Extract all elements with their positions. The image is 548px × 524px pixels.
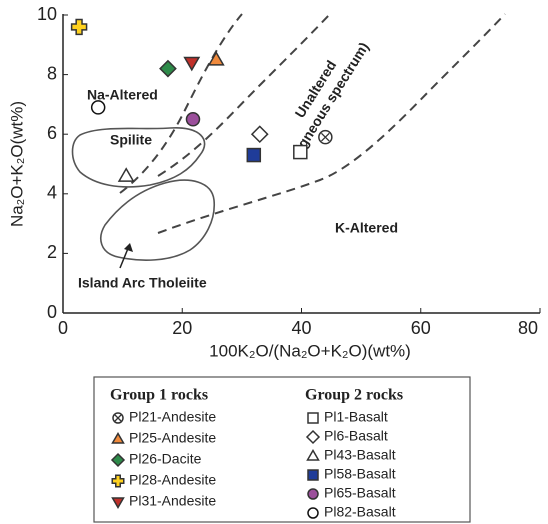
y-tick-label: 10 <box>37 4 57 24</box>
boundary-line <box>119 13 243 194</box>
marker <box>110 452 126 468</box>
legend-label: Pl6-Basalt <box>324 428 388 444</box>
annotation: Na-Altered <box>87 87 158 103</box>
annotation: Island Arc Tholeiite <box>78 275 207 291</box>
marker <box>293 144 308 160</box>
marker <box>185 112 201 127</box>
legend-label: Pl1-Basalt <box>324 409 388 425</box>
marker <box>70 18 88 36</box>
x-tick-label: 0 <box>58 318 68 338</box>
marker <box>117 167 135 182</box>
marker <box>307 412 319 424</box>
marker-cross <box>114 414 122 422</box>
legend-label: Pl43-Basalt <box>324 447 396 463</box>
y-tick-label: 6 <box>47 123 57 143</box>
legend-label: Pl25-Andesite <box>129 430 216 446</box>
y-tick-label: 4 <box>47 183 57 203</box>
marker <box>305 429 321 445</box>
legend-label: Pl58-Basalt <box>324 466 396 482</box>
marker <box>111 497 125 509</box>
legend-group-title: Group 1 rocks <box>110 387 208 404</box>
spilite-field <box>71 127 206 188</box>
arrow-head <box>124 243 133 252</box>
legend-label: Pl28-Andesite <box>129 472 216 488</box>
marker <box>307 469 319 481</box>
marker <box>111 474 125 488</box>
marker <box>246 147 262 163</box>
marker <box>111 432 125 444</box>
marker <box>183 56 201 72</box>
marker <box>207 51 225 66</box>
marker <box>307 488 319 500</box>
x-tick-label: 80 <box>518 318 538 338</box>
boundary-line <box>157 13 506 234</box>
annotation: Spilite <box>110 132 152 148</box>
legend-group-title: Group 2 rocks <box>305 387 403 404</box>
y-tick-label: 0 <box>47 302 57 322</box>
x-tick-label: 40 <box>291 318 311 338</box>
marker-cross <box>320 132 330 142</box>
marker <box>307 507 319 519</box>
annotation: K-Altered <box>335 220 398 236</box>
legend-label: Pl31-Andesite <box>129 493 216 509</box>
y-tick-label: 2 <box>47 242 57 262</box>
legend-label: Pl65-Basalt <box>324 485 396 501</box>
marker <box>250 125 269 144</box>
island-arc-field <box>100 179 215 261</box>
y-axis-label: Na₂O+K₂O(wt%) <box>7 101 26 227</box>
legend-label: Pl21-Andesite <box>129 409 216 425</box>
marker <box>159 59 177 78</box>
x-axis-label: 100K₂O/(Na₂O+K₂O)(wt%) <box>209 341 411 360</box>
marker <box>90 100 106 115</box>
x-tick-label: 60 <box>411 318 431 338</box>
marker <box>306 449 320 461</box>
y-tick-label: 8 <box>47 63 57 83</box>
legend-label: Pl82-Basalt <box>324 504 396 520</box>
legend-box <box>93 376 471 523</box>
x-tick-label: 20 <box>172 318 192 338</box>
boundary-line <box>157 13 331 177</box>
legend-label: Pl26-Dacite <box>129 451 202 467</box>
